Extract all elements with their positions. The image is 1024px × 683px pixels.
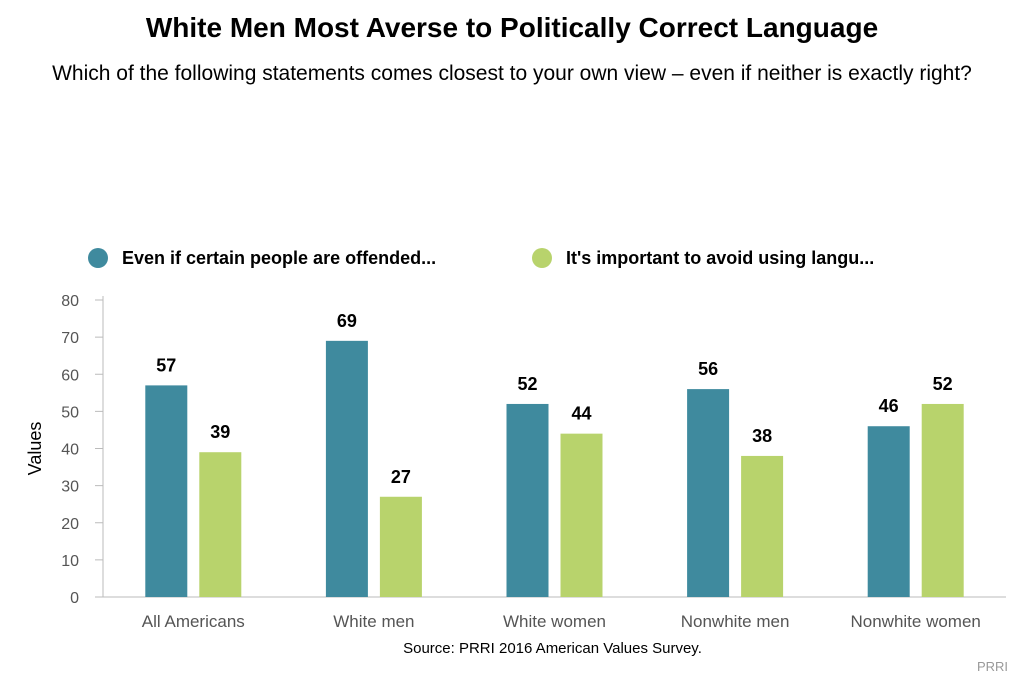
y-tick-label: 30	[61, 479, 79, 496]
legend-label: Even if certain people are offended...	[122, 247, 437, 268]
y-tick-label: 80	[61, 293, 79, 310]
bar	[325, 340, 368, 597]
legend: Even if certain people are offended... I…	[0, 244, 1024, 272]
y-tick-label: 20	[61, 516, 79, 533]
chart-title: White Men Most Averse to Politically Cor…	[145, 12, 879, 43]
data-label: 56	[698, 359, 718, 379]
source-note: Source: PRRI 2016 American Values Survey…	[403, 640, 702, 657]
legend-dot-icon	[532, 248, 552, 268]
data-label: 52	[933, 374, 953, 394]
bar	[867, 426, 910, 597]
bar	[687, 389, 730, 597]
data-label: 46	[879, 396, 899, 416]
legend-dot-icon	[88, 248, 108, 268]
y-tick-label: 0	[70, 590, 79, 607]
data-label: 57	[156, 355, 176, 375]
chart-subtitle: Which of the following statements comes …	[52, 62, 972, 85]
legend-label: It's important to avoid using langu...	[566, 247, 875, 268]
y-tick-label: 10	[61, 553, 79, 570]
credit-label: PRRI	[976, 659, 1008, 674]
x-tick-label: All Americans	[142, 612, 245, 631]
bar	[921, 403, 964, 597]
data-label: 38	[752, 426, 772, 446]
x-tick-label: Nonwhite women	[850, 612, 980, 631]
data-label: 39	[210, 422, 230, 442]
legend-item-series-2[interactable]: It's important to avoid using langu...	[532, 244, 874, 272]
x-tick-label: Nonwhite men	[681, 612, 790, 631]
y-tick-label: 60	[61, 367, 79, 384]
bar	[199, 452, 242, 597]
x-tick-label: White women	[503, 612, 606, 631]
bar	[560, 433, 603, 597]
data-label: 52	[517, 374, 537, 394]
bar	[506, 403, 549, 597]
y-tick-label: 40	[61, 442, 79, 459]
data-label: 69	[337, 311, 357, 331]
y-tick-label: 50	[61, 404, 79, 421]
y-tick-label: 70	[61, 330, 79, 347]
bar	[145, 385, 188, 597]
x-tick-label: White men	[333, 612, 414, 631]
y-axis-label: Values	[25, 422, 45, 476]
data-label: 27	[391, 467, 411, 487]
legend-item-series-1[interactable]: Even if certain people are offended...	[88, 244, 436, 272]
data-label: 44	[571, 404, 591, 424]
bar	[741, 455, 784, 597]
bar	[379, 496, 422, 597]
